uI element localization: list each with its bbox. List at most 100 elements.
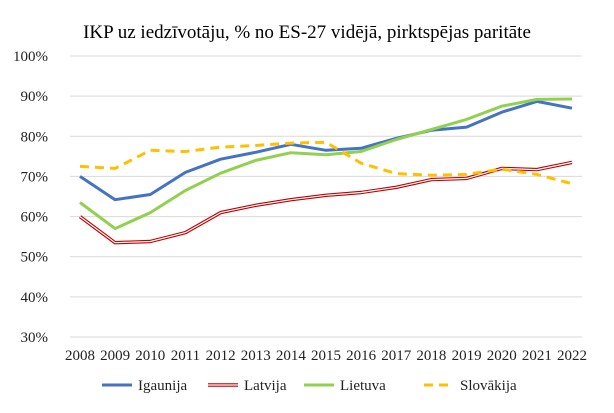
series-line-inner [79,161,573,244]
chart-title: IKP uz iedzīvotāju, % no ES-27 vidējā, p… [83,22,531,43]
data-point [114,227,116,229]
data-point [571,107,573,109]
data-point [184,231,186,233]
data-point [325,141,327,143]
data-point [430,178,432,180]
legend: Igaunija Latvija Lietuva Slovākija [102,378,517,394]
data-point [184,150,186,152]
series-lietuva [79,97,573,231]
series-line [79,97,573,231]
data-point [255,159,257,161]
x-tick-label: 2009 [100,348,130,364]
data-point [536,173,538,175]
series-igaunija [79,99,573,202]
series-line [78,160,573,245]
x-tick-label: 2011 [171,348,200,364]
y-tick-label: 50% [21,250,49,266]
data-point [571,182,573,184]
data-point [325,194,327,196]
data-point [255,151,257,153]
data-point [79,165,81,167]
data-point [465,118,467,120]
data-point [501,168,503,170]
data-point [395,172,397,174]
x-tick-label: 2018 [416,348,446,364]
data-point [79,175,81,177]
data-point [325,149,327,151]
data-point [255,144,257,146]
x-tick-label: 2021 [522,348,552,364]
x-tick-label: 2012 [206,348,236,364]
legend-label: Igaunija [138,378,187,394]
x-tick-label: 2008 [65,348,95,364]
data-point [290,152,292,154]
data-point [465,177,467,179]
data-point [114,167,116,169]
y-tick-label: 80% [21,129,49,145]
data-point [114,241,116,243]
data-point [290,199,292,201]
data-point [465,126,467,128]
data-point [290,142,292,144]
data-point [536,98,538,100]
legend-label: Lietuva [340,378,386,394]
x-tick-label: 2013 [241,348,271,364]
y-axis: 30% 40% 50% 60% 70% 80% 90% 100% [13,49,48,346]
data-point [430,128,432,130]
data-point [149,193,151,195]
data-point [114,199,116,201]
series-line [79,99,573,202]
data-point [360,150,362,152]
data-point [360,147,362,149]
data-point [219,172,221,174]
data-point [325,154,327,156]
data-point [219,158,221,160]
x-axis: 2008 2009 2010 2011 2012 2013 2014 2015 2016 2017… [65,348,587,364]
y-tick-label: 100% [13,49,48,65]
grid [70,55,582,338]
legend-item-latvija: Latvija [208,378,287,394]
data-point [360,162,362,164]
y-tick-label: 90% [21,89,49,105]
data-point [360,191,362,193]
data-point [395,186,397,188]
y-tick-label: 60% [21,210,49,226]
plot-area [78,97,573,245]
legend-label: Latvija [244,378,287,394]
legend-item-slovākija: Slovākija [424,378,517,394]
data-point [501,111,503,113]
data-point [219,146,221,148]
x-tick-label: 2010 [135,348,165,364]
data-point [79,201,81,203]
data-point [149,149,151,151]
legend-item-lietuva: Lietuva [304,378,386,394]
data-point [184,171,186,173]
data-point [255,204,257,206]
x-tick-label: 2017 [381,348,412,364]
x-tick-label: 2016 [346,348,377,364]
data-point [536,168,538,170]
x-tick-label: 2019 [452,348,482,364]
data-point [184,189,186,191]
x-tick-label: 2020 [487,348,517,364]
y-tick-label: 70% [21,169,49,185]
data-point [149,240,151,242]
y-tick-label: 30% [21,330,49,346]
y-tick-label: 40% [21,290,49,306]
data-point [219,211,221,213]
data-point [465,173,467,175]
series-line [79,140,573,186]
series-latvija [78,160,573,245]
data-point [571,161,573,163]
data-point [430,174,432,176]
data-point [395,138,397,140]
series-slovākija [79,140,573,186]
data-point [501,105,503,107]
data-point [79,215,81,217]
x-tick-label: 2015 [311,348,341,364]
x-tick-label: 2022 [557,348,587,364]
legend-label: Slovākija [460,378,517,394]
data-point [149,211,151,213]
data-point [571,98,573,100]
